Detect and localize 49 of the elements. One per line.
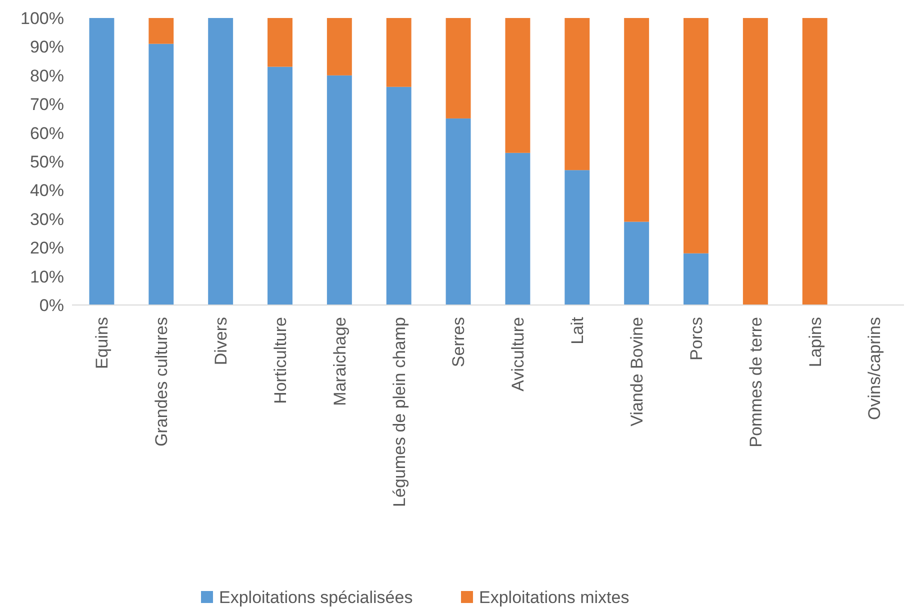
y-tick-label: 90% — [30, 38, 64, 57]
bar — [148, 44, 174, 305]
legend-label: Exploitations spécialisées — [219, 588, 413, 607]
bar — [326, 18, 352, 76]
bar — [505, 152, 530, 305]
bar — [386, 18, 412, 87]
bar — [148, 18, 174, 44]
bar — [802, 18, 828, 305]
x-tick-label: Divers — [212, 317, 231, 366]
y-tick-label: 0% — [39, 296, 64, 315]
x-tick-label: Aviculture — [508, 317, 528, 392]
bar — [742, 18, 768, 305]
bar — [684, 18, 708, 254]
x-tick-label: Lapins — [806, 317, 825, 368]
x-tick-label: Pommes de terre — [746, 317, 766, 448]
x-tick-label: Légumes de plein champ — [390, 317, 409, 507]
y-tick-label: 50% — [30, 152, 64, 172]
y-tick-label: 60% — [30, 124, 64, 143]
x-tick-label: Serres — [449, 317, 468, 368]
bar — [208, 18, 234, 305]
bar — [564, 18, 590, 170]
x-tick-label: Maraichage — [330, 317, 350, 406]
y-tick-label: 40% — [30, 181, 64, 200]
x-tick-label: Ovins/caprins — [865, 317, 884, 420]
x-tick-label: Lait — [568, 316, 588, 344]
y-tick-label: 100% — [20, 8, 64, 28]
bar — [89, 18, 114, 305]
bar — [564, 170, 590, 305]
bar — [446, 118, 471, 305]
bar — [386, 86, 412, 305]
x-tick-label: Equins — [92, 317, 112, 369]
x-tick-label: Viande Bovine — [628, 317, 647, 426]
bar — [268, 66, 292, 305]
x-tick-label: Grandes cultures — [152, 317, 172, 446]
bar — [446, 18, 471, 118]
bar — [505, 18, 530, 153]
bar — [268, 18, 292, 67]
bar — [684, 253, 708, 305]
x-tick-label: Horticulture — [270, 317, 290, 404]
legend-label: Exploitations mixtes — [479, 588, 630, 607]
y-tick-label: 70% — [30, 95, 64, 114]
y-tick-label: 20% — [30, 238, 64, 258]
y-tick-label: 80% — [30, 66, 64, 86]
bar — [326, 75, 352, 305]
y-tick-label: 30% — [30, 210, 64, 229]
x-tick-label: Porcs — [686, 317, 706, 360]
bar — [624, 18, 650, 222]
y-tick-label: 10% — [30, 267, 64, 286]
bar — [624, 222, 650, 305]
